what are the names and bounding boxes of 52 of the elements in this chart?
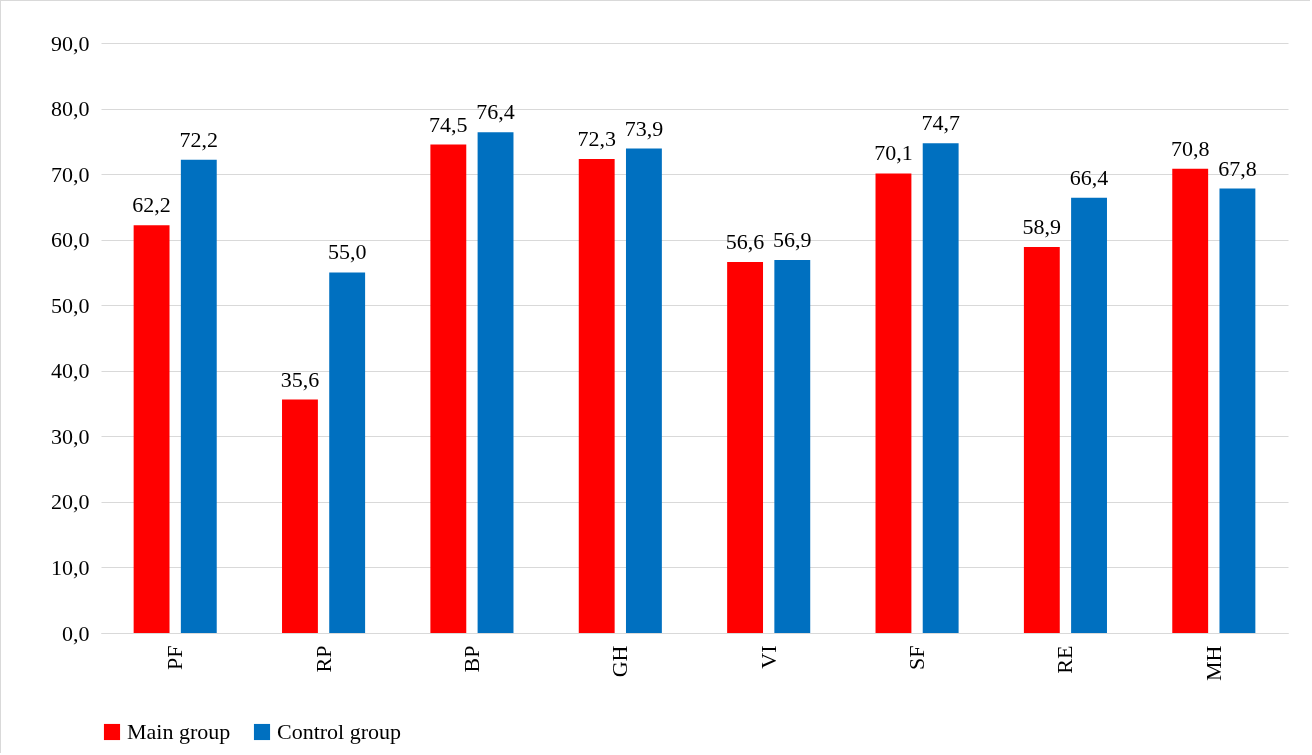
bar xyxy=(329,272,366,633)
bar xyxy=(578,159,615,633)
data-label: 35,6 xyxy=(280,366,320,392)
bar xyxy=(625,148,662,633)
bar xyxy=(727,261,764,633)
bar xyxy=(875,173,912,633)
data-label: 70,8 xyxy=(1170,135,1210,161)
bar xyxy=(1172,168,1209,633)
y-tick-label: 90,0 xyxy=(51,30,90,56)
data-label: 74,5 xyxy=(429,111,468,137)
bar xyxy=(430,144,467,633)
data-label: 58,9 xyxy=(1022,213,1062,239)
data-label: 72,2 xyxy=(179,126,219,152)
data-label: 56,9 xyxy=(773,226,812,252)
data-label: 70,1 xyxy=(874,140,913,166)
x-tick-label: SF xyxy=(904,645,930,670)
data-label: 72,3 xyxy=(577,126,616,152)
x-tick-label: GH xyxy=(607,645,633,678)
data-label: 62,2 xyxy=(132,192,171,218)
y-tick-label: 60,0 xyxy=(51,227,90,253)
y-tick-label: 0,0 xyxy=(62,620,90,646)
y-tick-label: 50,0 xyxy=(51,292,90,318)
bar xyxy=(477,132,514,633)
data-label: 76,4 xyxy=(476,99,515,125)
legend-label: Main group xyxy=(127,719,231,744)
x-tick-label: VI xyxy=(755,645,781,669)
x-tick-label: MH xyxy=(1200,645,1226,681)
y-tick-label: 30,0 xyxy=(51,423,90,449)
x-tick-label: BP xyxy=(458,645,484,673)
y-tick-label: 40,0 xyxy=(51,358,90,384)
data-label: 55,0 xyxy=(327,239,367,265)
y-tick-label: 20,0 xyxy=(51,489,90,515)
data-label: 74,7 xyxy=(921,110,960,136)
x-tick-label: RP xyxy=(310,645,336,673)
bar xyxy=(133,225,170,633)
data-label: 56,6 xyxy=(725,228,765,254)
data-label: 67,8 xyxy=(1218,155,1257,181)
y-tick-label: 70,0 xyxy=(51,161,90,187)
bar xyxy=(1071,197,1107,633)
bar xyxy=(1219,188,1256,633)
bar xyxy=(180,159,217,633)
x-tick-label: PF xyxy=(162,645,188,670)
bar xyxy=(1023,246,1060,633)
bar xyxy=(922,143,959,633)
y-tick-label: 10,0 xyxy=(51,554,90,580)
data-label: 66,4 xyxy=(1069,164,1109,190)
data-label: 73,9 xyxy=(624,115,664,141)
x-tick-label: RE xyxy=(1052,645,1078,674)
legend-label: Control group xyxy=(277,719,402,744)
y-tick-label: 80,0 xyxy=(51,96,90,122)
bar xyxy=(282,399,318,633)
bar xyxy=(774,259,811,633)
